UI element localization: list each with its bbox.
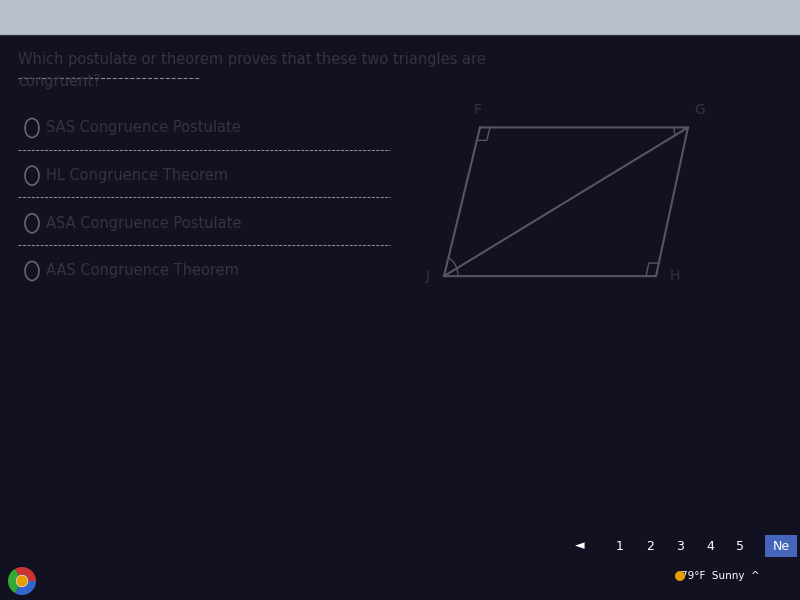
Text: AAS Congruence Theorem: AAS Congruence Theorem bbox=[46, 263, 239, 278]
Circle shape bbox=[675, 571, 685, 581]
Text: 79°F  Sunny  ^: 79°F Sunny ^ bbox=[681, 571, 759, 581]
Text: H: H bbox=[670, 269, 680, 283]
Text: ◄: ◄ bbox=[575, 539, 585, 553]
Polygon shape bbox=[8, 569, 19, 593]
Text: ASA Congruence Postulate: ASA Congruence Postulate bbox=[46, 216, 242, 231]
Polygon shape bbox=[15, 567, 36, 581]
Text: HL Congruence Theorem: HL Congruence Theorem bbox=[46, 168, 228, 183]
Text: 5: 5 bbox=[736, 539, 744, 553]
Text: Ne: Ne bbox=[773, 539, 790, 553]
Text: SAS Congruence Postulate: SAS Congruence Postulate bbox=[46, 121, 241, 136]
Text: J: J bbox=[426, 269, 430, 283]
Bar bbox=[765, 535, 797, 557]
Bar bbox=[0, 0, 800, 34]
Polygon shape bbox=[15, 581, 36, 595]
Circle shape bbox=[16, 575, 28, 587]
Text: 3: 3 bbox=[676, 539, 684, 553]
Text: congruent?: congruent? bbox=[18, 74, 101, 89]
Text: 4: 4 bbox=[706, 539, 714, 553]
Text: G: G bbox=[694, 103, 706, 116]
Text: 1: 1 bbox=[616, 539, 624, 553]
Text: Which postulate or theorem proves that these two triangles are: Which postulate or theorem proves that t… bbox=[18, 52, 486, 67]
Text: F: F bbox=[474, 103, 482, 116]
Text: 2: 2 bbox=[646, 539, 654, 553]
